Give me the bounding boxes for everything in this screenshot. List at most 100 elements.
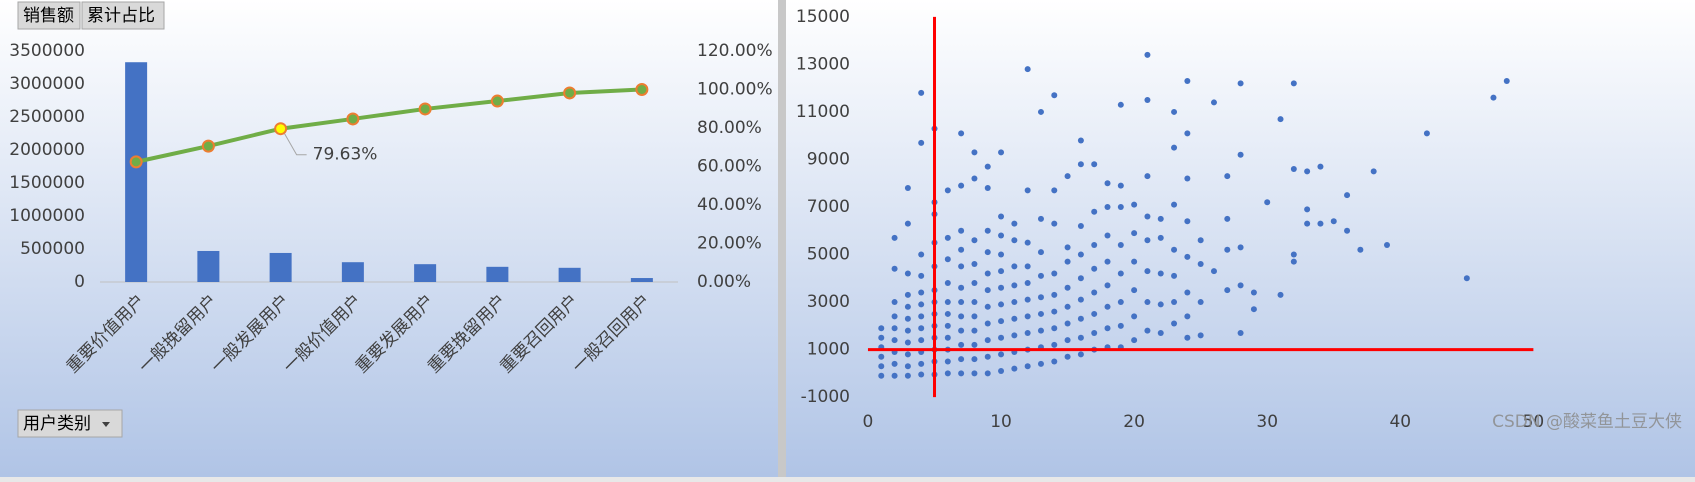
scatter-point (1237, 244, 1244, 251)
y-tick-label: 500000 (20, 239, 85, 259)
scatter-point (944, 234, 951, 241)
line-marker (490, 94, 504, 108)
scatter-point (984, 184, 991, 191)
scatter-point (1357, 246, 1364, 253)
scatter-point (878, 353, 885, 360)
button-box (17, 1, 81, 30)
scatter-point (904, 363, 911, 370)
x-tick-label: 30 (1256, 412, 1278, 432)
scatter-point (1237, 282, 1244, 289)
scatter-point (944, 187, 951, 194)
scatter-point (1224, 287, 1231, 294)
scatter-point (1077, 315, 1084, 322)
scatter-point (1091, 310, 1098, 317)
scatter-point (1077, 161, 1084, 168)
scatter-point (944, 370, 951, 377)
scatter-point (1037, 360, 1044, 367)
scatter-point (904, 315, 911, 322)
scatter-point (971, 370, 978, 377)
scatter-point (1091, 208, 1098, 215)
y-tick-label: 13000 (796, 54, 850, 74)
line (135, 87, 642, 164)
scatter-point (1051, 270, 1058, 277)
scatter-point (1011, 220, 1018, 227)
scatter-point (984, 370, 991, 377)
scatter-point (1184, 130, 1191, 137)
scatter-point (1157, 329, 1164, 336)
scatter-point (984, 163, 991, 170)
scatter-point (1037, 327, 1044, 334)
scatter-point (1184, 334, 1191, 341)
field-button[interactable]: 用户类别 (17, 409, 123, 438)
scatter-point (1051, 291, 1058, 298)
scatter-point (1131, 201, 1138, 208)
scatter-point (1091, 161, 1098, 168)
scatter-point (904, 339, 911, 346)
scatter-point (958, 182, 965, 189)
scatter-point (1064, 303, 1071, 310)
scatter-point (971, 299, 978, 306)
scatter-point (878, 363, 885, 370)
y2-tick-label: 40.00% (697, 195, 762, 215)
scatter-point (891, 337, 898, 344)
scatter-point (1037, 310, 1044, 317)
scatter-point (971, 313, 978, 320)
scatter-point (1051, 358, 1058, 365)
y-tick-label: 9000 (807, 149, 850, 169)
bar (125, 62, 148, 282)
scatter-point (1077, 351, 1084, 358)
scatter-point (971, 341, 978, 348)
y-tick-label: 1000000 (9, 206, 85, 226)
scatter-point (1144, 299, 1151, 306)
scatter-point (1184, 175, 1191, 182)
scatter-point (1224, 173, 1231, 180)
scatter-point (971, 356, 978, 363)
scatter-point (958, 341, 965, 348)
scatter-point (1051, 92, 1058, 99)
field-button[interactable]: 累计占比 (81, 1, 165, 30)
scatter-point (984, 353, 991, 360)
scatter-point (1290, 258, 1297, 265)
scatter-point (1131, 230, 1138, 237)
button-label: 用户类别 (23, 414, 91, 434)
y2-tick-label: 80.00% (697, 118, 762, 138)
scatter-point (998, 318, 1005, 325)
scatter-point (984, 227, 991, 234)
scatter-point (1037, 272, 1044, 279)
scatter-point (998, 284, 1005, 291)
scatter-point (1011, 263, 1018, 270)
button-label: 销售额 (23, 6, 74, 26)
scatter-point (1011, 315, 1018, 322)
scatter-point (1091, 329, 1098, 336)
scatter-point (1037, 215, 1044, 222)
y2-tick-label: 120.00% (697, 41, 773, 61)
scatter-point (1304, 220, 1311, 227)
scatter-point (958, 313, 965, 320)
scatter-point (1104, 204, 1111, 210)
scatter-point (958, 299, 965, 306)
scatter-point (1131, 287, 1138, 294)
scatter-point (971, 149, 978, 156)
y-tick-label: 15000 (796, 7, 850, 27)
scatter-point (971, 280, 978, 287)
scatter-point (1104, 232, 1111, 239)
scatter-point (1037, 249, 1044, 256)
scatter-point (1077, 137, 1084, 144)
leader-line (284, 133, 307, 156)
scatter-point (1264, 199, 1271, 206)
scatter-point (891, 265, 898, 272)
scatter-point (1171, 320, 1178, 327)
scatter-point (1171, 144, 1178, 151)
scatter-point (1197, 299, 1204, 306)
bar (414, 264, 437, 282)
scatter-point (918, 325, 925, 332)
scatter-point (918, 360, 925, 367)
scatter-point (1157, 234, 1164, 241)
scatter-point (891, 372, 898, 379)
dropdown-arrow (102, 422, 110, 427)
scatter-point (1144, 173, 1151, 180)
scatter-point (1237, 80, 1244, 87)
button-label: 累计占比 (87, 6, 155, 26)
field-button[interactable]: 销售额 (17, 1, 81, 30)
scatter-point (904, 372, 911, 379)
